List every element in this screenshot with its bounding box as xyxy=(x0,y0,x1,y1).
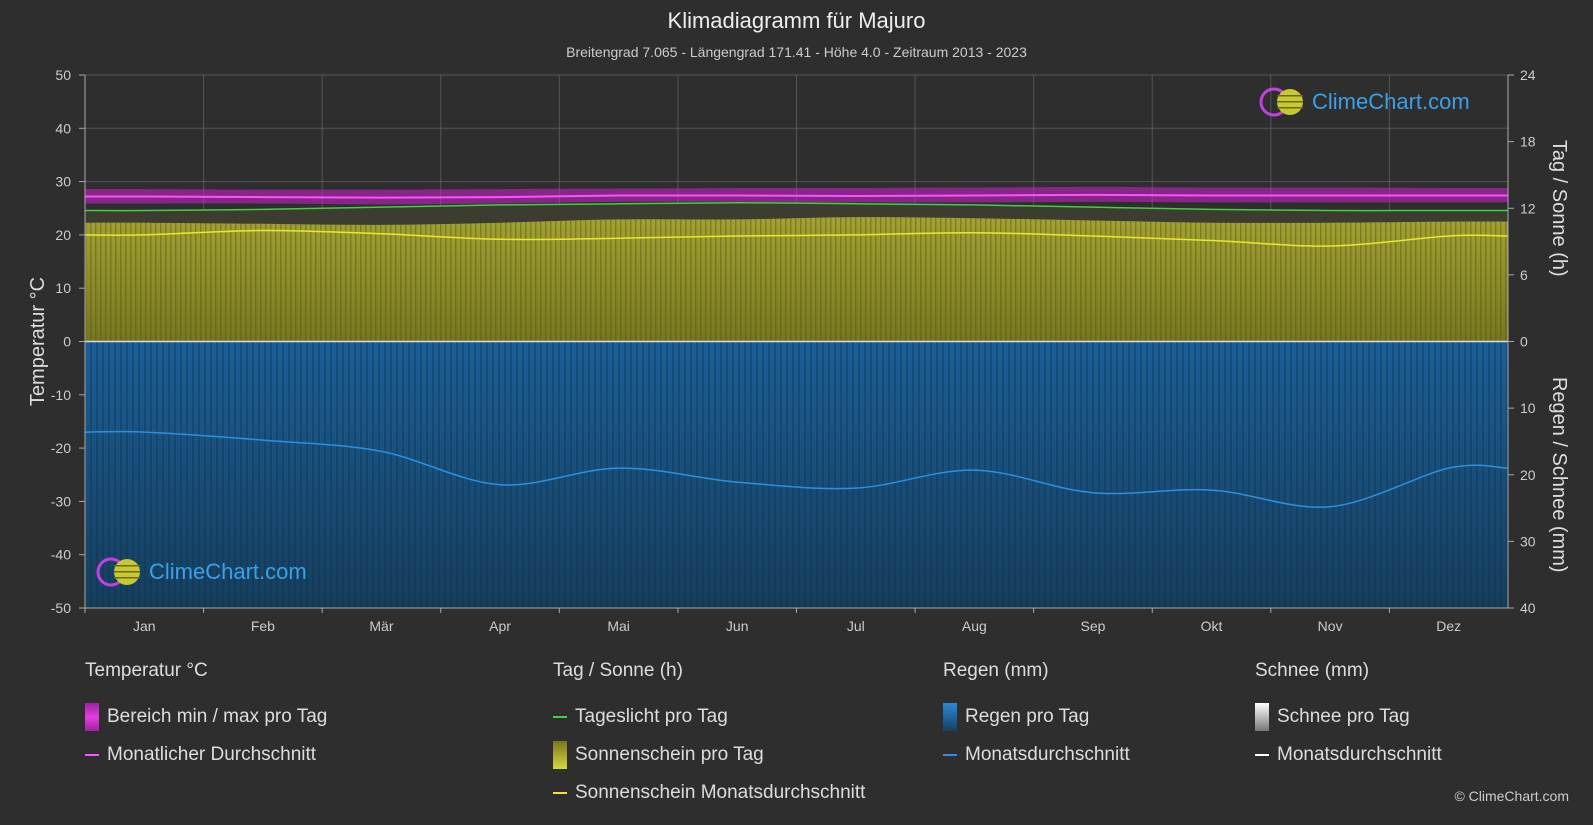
y-tick-label-right-hours: 6 xyxy=(1520,267,1528,283)
x-tick-label: Mai xyxy=(607,618,630,634)
legend-header: Tag / Sonne (h) xyxy=(553,660,683,681)
legend-item: Schnee pro Tag xyxy=(1255,698,1442,736)
legend-item: Tageslicht pro Tag xyxy=(553,698,865,736)
legend-header: Schnee (mm) xyxy=(1255,660,1370,681)
series-layer xyxy=(84,186,1509,608)
x-tick-label: Feb xyxy=(251,618,275,634)
legend-header: Temperatur °C xyxy=(85,660,208,681)
chart-title: Klimadiagramm für Majuro xyxy=(667,8,926,33)
chart-subtitle: Breitengrad 7.065 - Längengrad 171.41 - … xyxy=(566,44,1027,60)
temperature-avg-line xyxy=(84,193,1508,199)
y-axis-title-left: Temperatur °C xyxy=(27,277,49,406)
legend-snow: Schnee (mm) Schnee pro Tag Monatsdurchsc… xyxy=(1255,660,1442,774)
y-tick-label-left: 30 xyxy=(55,174,71,190)
y-tick-label-left: 40 xyxy=(55,120,71,136)
logo-top: ClimeChart.com xyxy=(1258,86,1470,118)
x-tick-label: Apr xyxy=(489,618,511,634)
legend-label: Monatsdurchschnitt xyxy=(965,744,1130,765)
legend-temperature: Temperatur °C Bereich min / max pro Tag … xyxy=(85,660,327,774)
legend-item: Monatlicher Durchschnitt xyxy=(85,736,327,774)
axes-layer: 50 40 30 20 10 0 -10 -20 -30 -40 -50 24 18 12 6 0 10 20 30… xyxy=(27,67,1570,634)
y-tick-label-left: -50 xyxy=(51,600,71,616)
legend-swatch xyxy=(943,754,957,756)
y-tick-label-right-hours: 24 xyxy=(1520,67,1536,83)
y-tick-label-right-hours: 18 xyxy=(1520,134,1536,150)
legend-swatch xyxy=(943,703,957,731)
x-tick-label: Aug xyxy=(962,618,987,634)
y-tick-label-left: 50 xyxy=(55,67,71,83)
logo-bottom: ClimeChart.com xyxy=(95,556,307,588)
sunshine-texture xyxy=(85,217,1508,342)
x-tick-label: Jan xyxy=(133,618,156,634)
legend-label: Tageslicht pro Tag xyxy=(575,706,728,727)
legend-item: Regen pro Tag xyxy=(943,698,1130,736)
legend-swatch xyxy=(85,703,99,731)
legend-swatch xyxy=(1255,754,1269,756)
legend-header: Regen (mm) xyxy=(943,660,1049,681)
x-tick-label: Dez xyxy=(1436,618,1461,634)
y-tick-label-right-mm: 10 xyxy=(1520,400,1536,416)
legend-item: Sonnenschein pro Tag xyxy=(553,736,865,774)
logo-text: ClimeChart.com xyxy=(149,559,307,584)
logo-globe-icon xyxy=(96,557,140,587)
logo-text: ClimeChart.com xyxy=(1312,89,1470,114)
daylight-line xyxy=(84,201,1508,212)
copyright: © ClimeChart.com xyxy=(1454,788,1569,804)
y-tick-label-left: -30 xyxy=(51,493,71,509)
legend-rain: Regen (mm) Regen pro Tag Monatsdurchschn… xyxy=(943,660,1130,774)
climate-chart: 50 40 30 20 10 0 -10 -20 -30 -40 -50 24 18 12 6 0 10 20 30… xyxy=(27,67,1570,634)
y-tick-label-left: 20 xyxy=(55,227,71,243)
y-tick-label-left: -10 xyxy=(51,387,71,403)
legend-label: Bereich min / max pro Tag xyxy=(107,706,328,727)
y-tick-label-left: -40 xyxy=(51,547,71,563)
rain-texture xyxy=(85,341,1508,608)
rain-avg-line xyxy=(84,430,1509,508)
y-tick-label-right-mm: 20 xyxy=(1520,467,1536,483)
x-tick-label: Nov xyxy=(1318,618,1343,634)
legend-swatch xyxy=(85,754,99,756)
x-tick-label: Jul xyxy=(847,618,865,634)
legend-item: Sonnenschein Monatsdurchschnitt xyxy=(553,774,865,812)
y-tick-label-left: 10 xyxy=(55,280,71,296)
legend-label: Monatsdurchschnitt xyxy=(1277,744,1442,765)
legend-daylight: Tag / Sonne (h) Tageslicht pro Tag Sonne… xyxy=(553,660,865,812)
x-tick-label: Mär xyxy=(369,618,393,634)
legend-swatch xyxy=(553,741,567,769)
legend-swatch xyxy=(553,792,567,794)
y-axis-title-right-bottom: Regen / Schnee (mm) xyxy=(1548,377,1570,573)
sunshine-avg-line xyxy=(84,229,1509,247)
y-tick-label-right-hours: 0 xyxy=(1520,334,1528,350)
y-tick-label-right-mm: 30 xyxy=(1520,533,1536,549)
legend-swatch xyxy=(553,716,567,718)
legend-swatch xyxy=(1255,703,1269,731)
legend-item: Monatsdurchschnitt xyxy=(1255,736,1442,774)
legend-label: Schnee pro Tag xyxy=(1277,706,1410,727)
legend-label: Regen pro Tag xyxy=(965,706,1090,727)
legend-label: Monatlicher Durchschnitt xyxy=(107,744,317,765)
y-tick-label-left: 0 xyxy=(63,334,71,350)
legend-label: Sonnenschein pro Tag xyxy=(575,744,764,765)
x-tick-label: Jun xyxy=(726,618,749,634)
legend-item: Monatsdurchschnitt xyxy=(943,736,1130,774)
legend-item: Bereich min / max pro Tag xyxy=(85,698,327,736)
y-tick-label-right-hours: 12 xyxy=(1520,200,1536,216)
legend-label: Sonnenschein Monatsdurchschnitt xyxy=(575,782,866,803)
y-axis-title-right-top: Tag / Sonne (h) xyxy=(1548,140,1570,277)
x-tick-label: Okt xyxy=(1201,618,1223,634)
x-tick-label: Sep xyxy=(1080,618,1105,634)
y-tick-label-left: -20 xyxy=(51,440,71,456)
rain-per-day-area xyxy=(85,341,1508,608)
y-tick-label-right-mm: 40 xyxy=(1520,600,1536,616)
logo-globe-icon xyxy=(1259,87,1303,117)
